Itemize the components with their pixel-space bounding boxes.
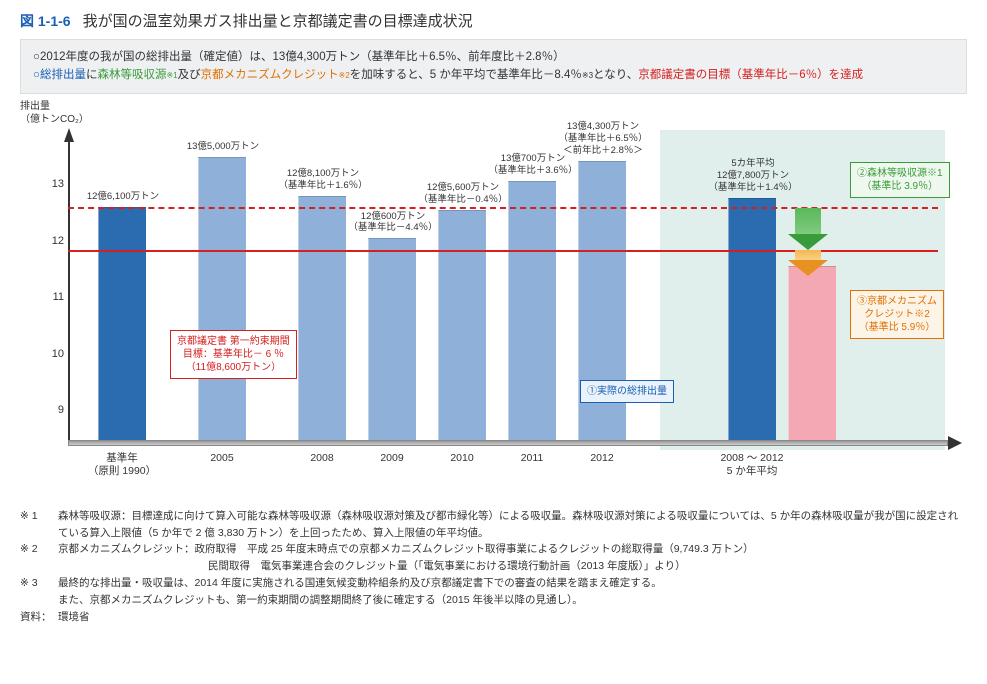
summary-line-1: ○2012年度の我が国の総排出量（確定値）は、13億4,300万トン（基準年比＋… xyxy=(33,48,954,66)
summary-box: ○2012年度の我が国の総排出量（確定値）は、13億4,300万トン（基準年比＋… xyxy=(20,39,967,94)
bar xyxy=(198,157,246,440)
y-tick: 11 xyxy=(40,291,64,303)
kyoto-arrow-icon xyxy=(795,250,821,260)
x-axis xyxy=(68,440,948,446)
y-axis-label: 排出量 （億トンCO₂） xyxy=(20,100,89,126)
bar-label: 12億600万トン（基準年比－4.4％） xyxy=(338,211,448,235)
x-label: 基準年（原則 1990） xyxy=(72,452,172,479)
kyoto-arrow-head-icon xyxy=(788,260,828,276)
callout-actual: ①実際の総排出量 xyxy=(580,380,674,403)
figure-title: 我が国の温室効果ガス排出量と京都議定書の目標達成状況 xyxy=(83,10,473,31)
y-tick: 12 xyxy=(40,235,64,247)
bar xyxy=(368,238,416,440)
bar-label: 13億4,300万トン（基準年比＋6.5％）＜前年比＋2.8％＞ xyxy=(548,121,658,157)
bar xyxy=(98,207,146,440)
forest-arrow-head-icon xyxy=(788,234,828,250)
bar xyxy=(508,181,556,440)
forest-arrow-icon xyxy=(795,208,821,234)
chart: 排出量 （億トンCO₂） 9 10 11 12 13 12億6,100万トン 13億5,0… xyxy=(20,100,967,500)
x-axis-arrow-icon xyxy=(948,436,962,450)
bar-label: 13億5,000万トン xyxy=(168,141,278,153)
bar-label: 5カ年平均12億7,800万トン（基準年比＋1.4％） xyxy=(698,158,808,194)
summary-line-2: ○総排出量に森林等吸収源※1及び京都メカニズムクレジット※2を加味すると、5 か… xyxy=(33,66,954,84)
callout-kyoto: ③京都メカニズム クレジット※2 （基準比 5.9％） xyxy=(850,290,944,339)
figure-header: 図 1-1-6 我が国の温室効果ガス排出量と京都議定書の目標達成状況 xyxy=(20,10,967,31)
plot-area: 12億6,100万トン 13億5,000万トン 12億8,100万トン（基準年比＋1… xyxy=(68,140,938,440)
figure-number: 図 1-1-6 xyxy=(20,11,71,31)
callout-target: 京都議定書 第一約束期間 目標：基準年比－ 6 ％ （11億8,600万トン） xyxy=(170,330,297,379)
footnotes: ※ 1森林等吸収源：目標達成に向けて算入可能な森林等吸収源（森林吸収源対策及び都… xyxy=(20,508,967,626)
x-label: 2012 xyxy=(552,452,652,466)
callout-forest: ②森林等吸収源※1 （基準比 3.9％） xyxy=(850,162,950,198)
bar xyxy=(728,198,776,440)
y-tick: 13 xyxy=(40,178,64,190)
bar xyxy=(788,266,836,440)
y-tick: 10 xyxy=(40,348,64,360)
bar xyxy=(438,210,486,440)
bar-label: 13億700万トン（基準年比＋3.6％） xyxy=(478,153,588,177)
y-tick: 9 xyxy=(40,404,64,416)
bar-label: 12億8,100万トン（基準年比＋1.6％） xyxy=(268,168,378,192)
x-label: 2008 ～ 20125 か年平均 xyxy=(702,452,802,479)
x-label: 2005 xyxy=(172,452,272,466)
bar-label: 12億5,600万トン（基準年比－0.4％） xyxy=(408,182,518,206)
bar-label: 12億6,100万トン xyxy=(68,191,178,203)
